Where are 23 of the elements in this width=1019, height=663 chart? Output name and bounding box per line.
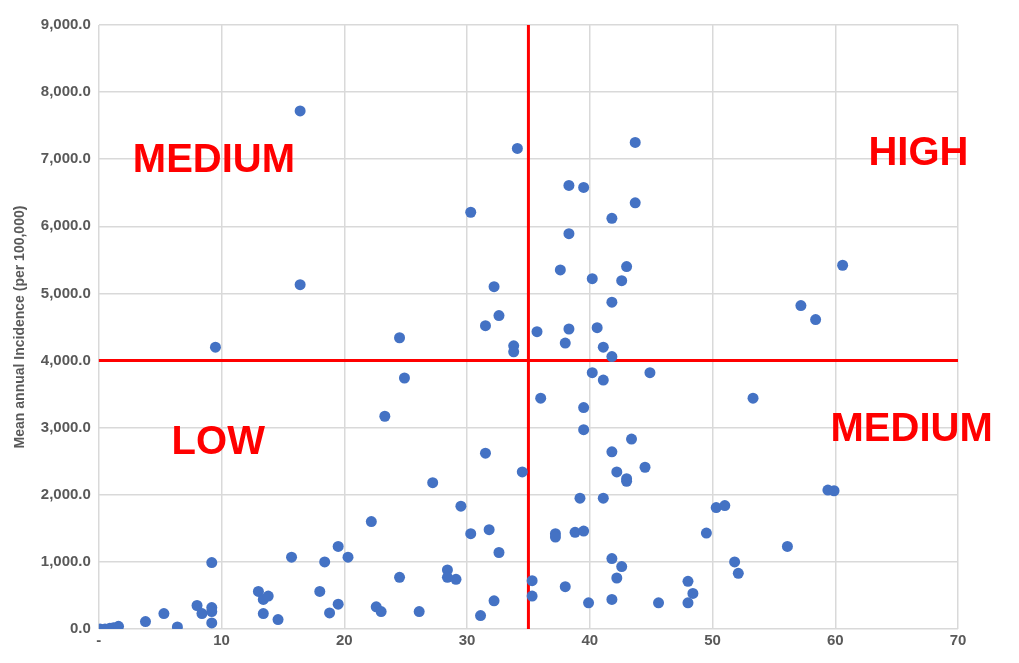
x-tick-label: 70 [949,631,967,649]
x-tick-label: 20 [335,631,353,649]
x-tick-label: - [96,631,102,649]
y-tick-label: 9,000.0 [40,15,91,33]
annotation: HIGH [868,129,969,174]
x-tick-label: 60 [826,631,844,649]
x-tick-label: 50 [704,631,721,649]
y-tick-label: 8,000.0 [40,82,91,100]
annotation: LOW [171,418,266,462]
annotation: MEDIUM [132,135,296,180]
x-tick-label: 10 [213,631,230,649]
y-tick-label: 1,000.0 [40,552,91,570]
y-tick-label: 5,000.0 [40,283,91,301]
x-tick-label: 30 [458,631,476,649]
y-tick-label: 4,000.0 [40,350,91,368]
y-tick-label: 6,000.0 [40,216,91,234]
y-axis-title: Mean annual Incidence (per 100,000) [11,205,28,449]
y-tick-label: 7,000.0 [40,149,91,167]
y-tick-label: 0.0 [69,619,91,637]
y-tick-label: 3,000.0 [40,417,91,435]
x-tick-label: 40 [581,631,599,649]
y-tick-label: 2,000.0 [40,484,91,502]
annotation: MEDIUM [830,404,993,449]
